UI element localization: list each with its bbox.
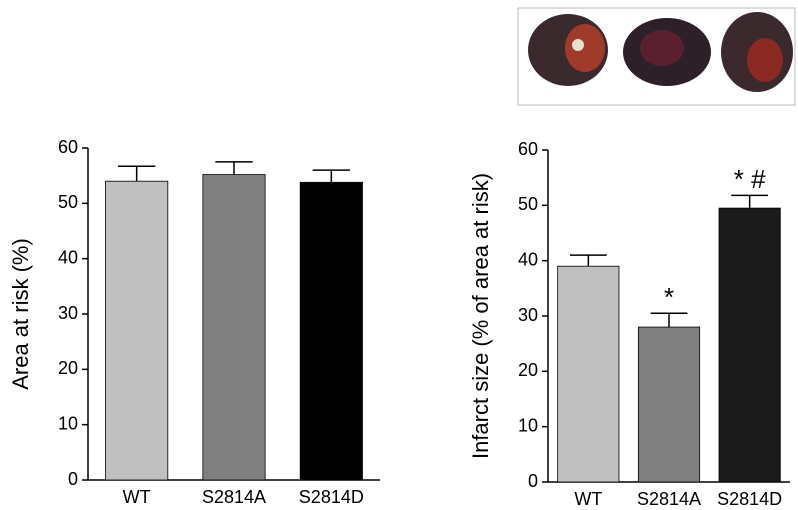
bar (719, 208, 780, 482)
error-bar (570, 255, 607, 266)
y-tick-label: 10 (518, 415, 538, 435)
heart-photo (518, 8, 795, 105)
heart-slice (565, 24, 605, 72)
y-tick-label: 50 (518, 194, 538, 214)
y-tick-label: 50 (58, 192, 78, 212)
y-tick-label: 0 (528, 471, 538, 491)
y-tick-label: 30 (58, 303, 78, 323)
y-tick-label: 30 (518, 305, 538, 325)
y-tick-label: 60 (58, 137, 78, 157)
y-axis-label: Area at risk (%) (8, 238, 33, 390)
x-tick-label: S2814A (202, 487, 266, 507)
bar (638, 327, 699, 482)
y-tick-label: 40 (518, 249, 538, 269)
error-bar (313, 170, 350, 182)
y-tick-label: 60 (518, 139, 538, 159)
y-tick-label: 20 (518, 360, 538, 380)
heart-slice (640, 30, 684, 66)
x-tick-label: S2814D (299, 487, 364, 507)
y-tick-label: 10 (58, 413, 78, 433)
bar (300, 182, 362, 480)
figure: 0 10 20 30 40 50 60 Area at risk (%) WT S2814A S28… (0, 0, 798, 510)
page: 0 10 20 30 40 50 60 Area at risk (%) WT S2814A S28… (0, 0, 798, 510)
error-bar (215, 162, 252, 175)
heart-slice (747, 38, 783, 82)
significance-label: * (664, 282, 674, 312)
y-tick-label: 40 (58, 247, 78, 267)
error-bar (731, 195, 768, 208)
x-tick-label: S2814D (717, 489, 782, 509)
y-tick-label: 20 (58, 358, 78, 378)
bar (203, 175, 265, 480)
x-tick-label: WT (123, 487, 151, 507)
significance-label: * # (734, 164, 766, 194)
x-tick-label: S2814A (637, 489, 701, 509)
y-tick-label: 0 (68, 469, 78, 489)
error-bar (651, 313, 688, 327)
heart-slice (572, 39, 584, 51)
x-tick-label: WT (574, 489, 602, 509)
error-bar (118, 166, 155, 181)
bar (558, 266, 619, 482)
y-axis-label: Infarct size (% of area at risk) (468, 173, 493, 459)
bar (106, 181, 168, 480)
